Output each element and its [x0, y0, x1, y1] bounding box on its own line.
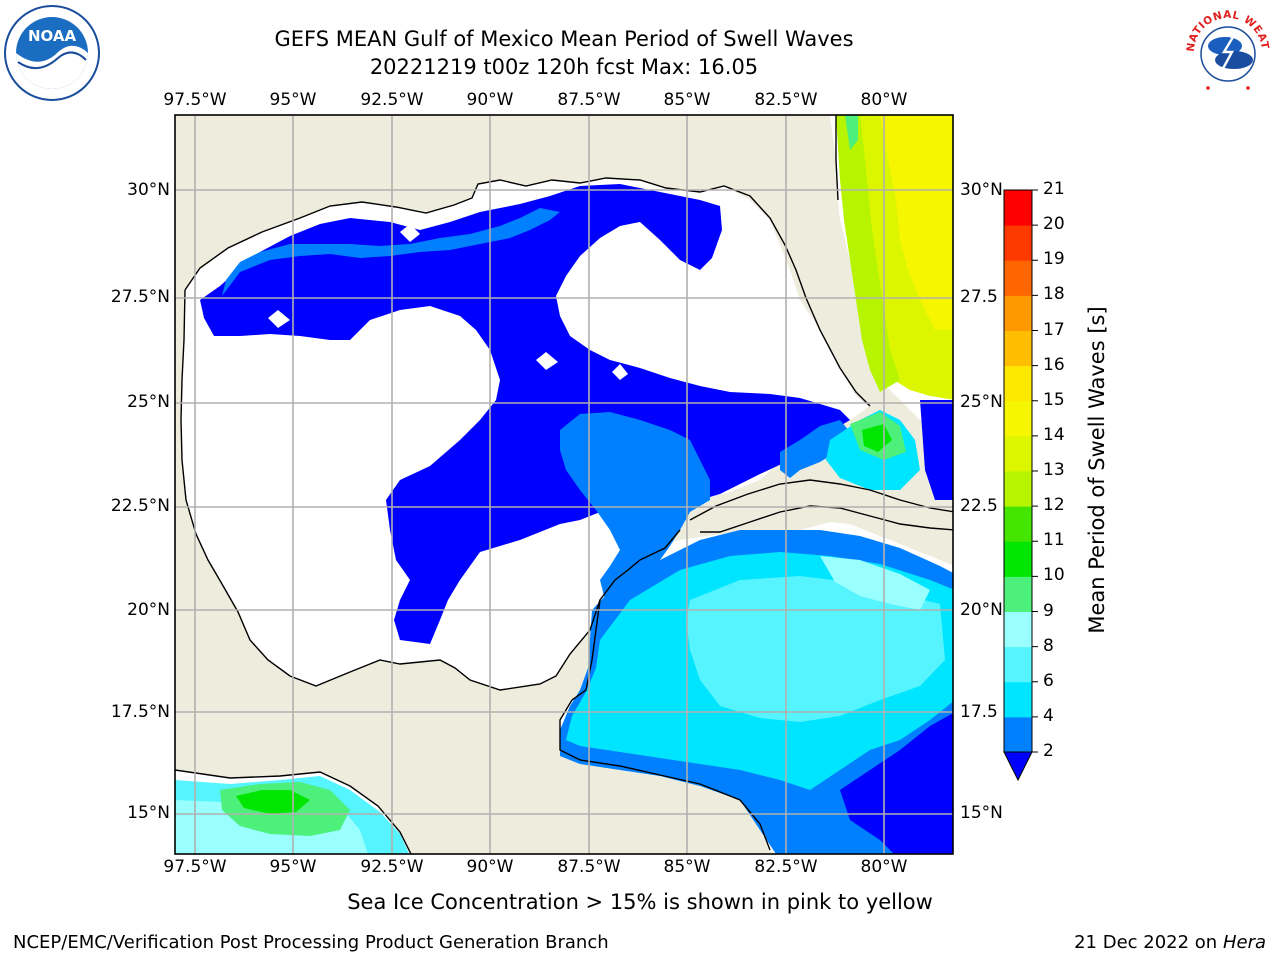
southeast-land [175, 115, 838, 290]
colorbar-tick-label: 6 [1043, 670, 1054, 691]
colorbar-tick-label: 8 [1043, 635, 1054, 656]
lon-label-top: 80°W [860, 90, 908, 110]
lon-label-bottom: 85°W [663, 857, 711, 877]
nodata-hole-4 [268, 310, 290, 328]
colorbar-tick-label: 2 [1043, 741, 1054, 761]
credit-date: 21 Dec 2022 on [1074, 932, 1218, 953]
colorbar-segment [1004, 611, 1032, 648]
lat-label-right: 17.5 [960, 702, 998, 722]
lat-label-left: 30°N [127, 180, 170, 200]
colorbar-segment [1004, 681, 1032, 718]
colorbar-title: Mean Period of Swell Waves [s] [1085, 306, 1109, 634]
nodata-hole-3 [612, 364, 628, 380]
colorbar-segment [1004, 190, 1032, 226]
colorbar-tick-label: 10 [1043, 565, 1065, 586]
colorbar-tick-label: 13 [1043, 460, 1065, 480]
chart-title: GEFS MEAN Gulf of Mexico Mean Period of … [274, 27, 854, 51]
colorbar-tick-label: 14 [1043, 424, 1065, 445]
colorbar-segment [1004, 400, 1032, 437]
lat-label-right: 25°N [960, 392, 1003, 412]
swell-lt2-bahamas [920, 400, 953, 500]
lat-label-left: 25°N [127, 392, 170, 412]
nodata-hole-1 [400, 224, 420, 242]
swell-2-4-east [780, 420, 850, 478]
colorbar-tick-label: 11 [1043, 530, 1065, 551]
credit-right: 21 Dec 2022 on Hera [1074, 932, 1266, 953]
lat-label-left: 22.5°N [110, 496, 170, 516]
lon-label-top: 95°W [269, 90, 317, 110]
colorbar-tick-label: 21 [1043, 179, 1065, 199]
lon-label-bottom: 87.5°W [557, 857, 621, 877]
colorbar-segment [1004, 716, 1032, 753]
colorbar-tick-label: 20 [1043, 214, 1065, 235]
noaa-logo-text: NOAA [28, 27, 77, 45]
chart-subtitle: 20221219 t00z 120h fcst Max: 16.05 [369, 55, 759, 79]
swell-2-4-center [560, 412, 710, 600]
swell-9-10-atlantic [845, 115, 858, 150]
colorbar-segment [1004, 541, 1032, 577]
swell-14-15-atlantic [880, 115, 953, 330]
credit-machine: Hera [1222, 932, 1266, 953]
lon-label-top: 87.5°W [557, 90, 621, 110]
swell-8-9-caribbean [820, 556, 930, 610]
colorbar-segment [1004, 506, 1032, 542]
colorbar-under-arrow [1003, 751, 1033, 782]
lon-label-top: 82.5°W [754, 90, 818, 110]
map-border [174, 114, 954, 855]
colorbar-segment [1004, 330, 1032, 367]
colorbar-segment [1004, 471, 1032, 507]
sea-ice-note: Sea Ice Concentration > 15% is shown in … [347, 890, 933, 914]
colorbar-segment [1004, 646, 1032, 683]
lon-label-bottom: 82.5°W [754, 857, 818, 877]
florida-land [724, 186, 880, 408]
nws-logo: NATIONAL WEATHER SERVICE [1180, 4, 1274, 98]
nodata-hole-2 [536, 352, 558, 370]
lat-label-left: 27.5°N [110, 287, 170, 307]
cuba-land [690, 480, 953, 532]
colorbar-tick-label: 12 [1043, 495, 1065, 516]
lon-label-bottom: 80°W [860, 857, 908, 877]
colorbar-tick-label: 4 [1043, 705, 1054, 726]
swell-2-4-north [222, 208, 560, 296]
lat-label-left: 20°N [127, 600, 170, 620]
colorbar [1003, 189, 1038, 782]
lat-label-right: 27.5 [960, 287, 998, 307]
colorbar-tick-label: 9 [1043, 600, 1054, 621]
lat-label-right: 15°N [960, 803, 1003, 823]
colorbar-tick-label: 15 [1043, 389, 1065, 410]
lon-label-top: 85°W [663, 90, 711, 110]
colorbar-segment [1004, 295, 1032, 331]
swell-10-11-pacific [236, 790, 310, 814]
colorbar-segment [1004, 260, 1032, 296]
lat-label-right: 20°N [960, 600, 1003, 620]
swell-lt2-north [200, 184, 850, 644]
colorbar-tick-label: 16 [1043, 354, 1065, 375]
lat-label-left: 15°N [127, 803, 170, 823]
colorbar-tick-label: 18 [1043, 284, 1065, 305]
lon-label-top: 97.5°W [163, 90, 227, 110]
lat-label-left: 17.5°N [110, 702, 170, 722]
swell-6-8-caribbean [686, 576, 945, 722]
colorbar-segment [1004, 225, 1032, 261]
colorbar-tick-label: 17 [1043, 319, 1065, 340]
lon-label-bottom: 97.5°W [163, 857, 227, 877]
lon-label-bottom: 95°W [269, 857, 317, 877]
colorbar-segment [1004, 365, 1032, 402]
gridlines [175, 115, 953, 854]
coastlines [175, 115, 953, 854]
lon-label-bottom: 92.5°W [360, 857, 424, 877]
noaa-logo: NOAA [4, 5, 100, 101]
lat-label-right: 30°N [960, 180, 1003, 200]
lon-label-top: 90°W [466, 90, 514, 110]
lon-label-bottom: 90°W [466, 857, 514, 877]
credit-left: NCEP/EMC/Verification Post Processing Pr… [13, 932, 609, 953]
colorbar-tick-label: 19 [1043, 249, 1065, 270]
lon-label-top: 92.5°W [360, 90, 424, 110]
colorbar-segment [1004, 576, 1032, 612]
swell-lt2-caribbean-se [840, 713, 953, 854]
lat-label-right: 22.5 [960, 496, 998, 516]
colorbar-segment [1004, 435, 1032, 472]
